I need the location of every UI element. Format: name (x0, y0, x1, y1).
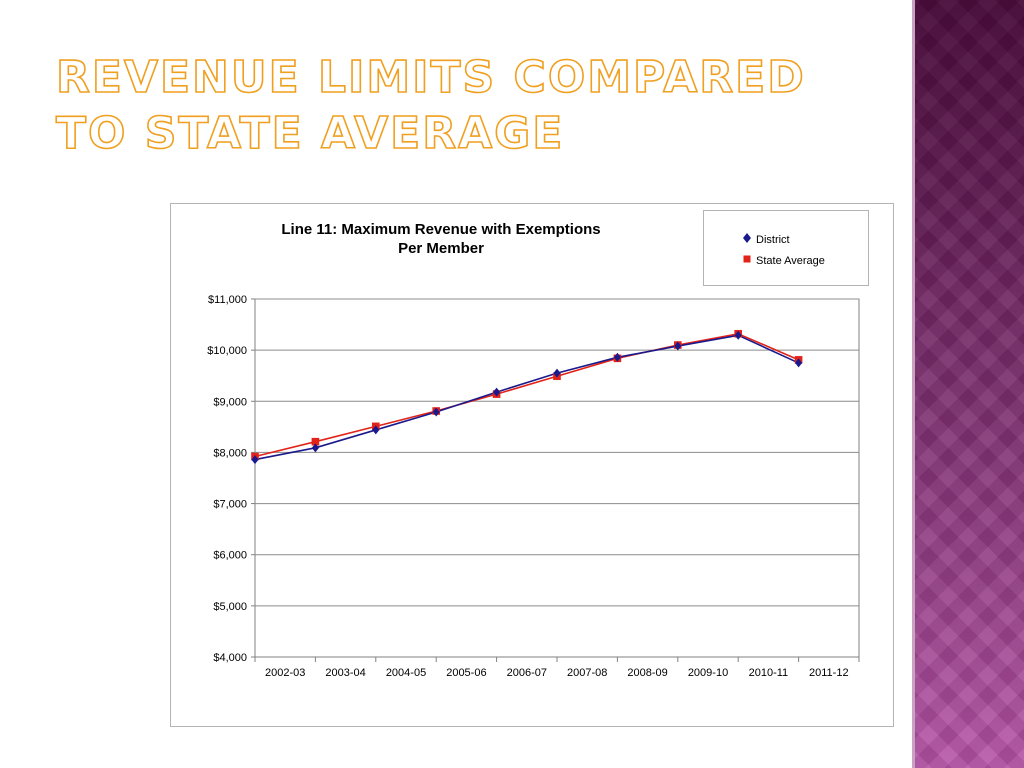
decorative-side-panel (912, 0, 1024, 768)
data-point-district (795, 358, 803, 368)
data-point-district (372, 425, 380, 435)
x-tick-label: 2004-05 (386, 667, 426, 679)
legend-item-district: District (742, 233, 790, 247)
x-tick-label: 2008-09 (627, 667, 667, 679)
legend-label-district: District (756, 234, 790, 246)
x-tick-label: 2010-11 (749, 667, 789, 679)
x-tick-label: 2007-08 (567, 667, 607, 679)
data-point-state-average (311, 437, 320, 446)
data-point-district (734, 330, 742, 340)
chart-legend: District State Average (703, 210, 869, 286)
y-tick-label: $5,000 (213, 601, 247, 613)
slide-title: Revenue Limits Compared to State Average (55, 51, 806, 160)
x-tick-label: 2002-03 (265, 667, 305, 679)
data-point-district (251, 455, 259, 465)
data-point-district (493, 387, 501, 397)
y-tick-label: $9,000 (213, 396, 247, 408)
data-point-district (674, 341, 682, 351)
x-tick-label: 2009-10 (688, 667, 728, 679)
x-tick-label: 2003-04 (325, 667, 365, 679)
diamond-marker-icon (742, 233, 752, 247)
y-tick-label: $7,000 (213, 499, 247, 511)
chart-frame: $4,000 $5,000 $6,000 $7,000 $8,000 $9,000 $10,… (170, 203, 894, 727)
y-tick-label: $4,000 (213, 652, 247, 664)
x-tick-label: 2011-12 (809, 667, 849, 679)
data-point-district (613, 352, 621, 362)
series-line-district (254, 334, 799, 461)
chart-title: Line 11: Maximum Revenue with Exemptions… (241, 220, 641, 258)
data-point-district (432, 407, 440, 417)
data-point-district (553, 368, 561, 378)
y-tick-label: $8,000 (213, 447, 247, 459)
plot-area (254, 298, 860, 658)
side-panel-edge (912, 0, 915, 768)
series-line-state-average (254, 332, 799, 458)
chart-title-line-2: Per Member (398, 240, 484, 257)
y-tick-label: $6,000 (213, 550, 247, 562)
y-tick-label: $11,000 (208, 294, 247, 306)
chart-title-line-1: Line 11: Maximum Revenue with Exemptions (281, 221, 601, 238)
legend-item-state-average: State Average (742, 254, 825, 268)
square-marker-icon (742, 254, 752, 268)
line-chart: $4,000 $5,000 $6,000 $7,000 $8,000 $9,000 $10,… (207, 294, 860, 679)
x-tick-label: 2005-06 (446, 667, 486, 679)
legend-label-state-average: State Average (756, 255, 825, 267)
y-tick-label: $10,000 (207, 345, 247, 357)
x-tick-label: 2006-07 (507, 667, 547, 679)
